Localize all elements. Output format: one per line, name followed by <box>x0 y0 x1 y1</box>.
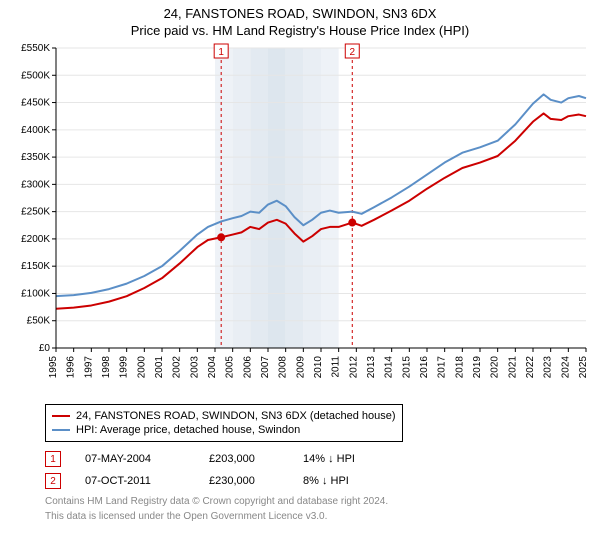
svg-text:2001: 2001 <box>154 356 165 379</box>
legend-label-property: 24, FANSTONES ROAD, SWINDON, SN3 6DX (de… <box>76 409 396 423</box>
svg-text:£100K: £100K <box>21 288 50 299</box>
legend: 24, FANSTONES ROAD, SWINDON, SN3 6DX (de… <box>45 404 403 442</box>
svg-text:£300K: £300K <box>21 179 50 190</box>
svg-text:2019: 2019 <box>472 356 483 379</box>
svg-text:1996: 1996 <box>66 356 77 379</box>
svg-text:2025: 2025 <box>578 356 589 379</box>
svg-text:2015: 2015 <box>401 356 412 379</box>
svg-text:2018: 2018 <box>454 356 465 379</box>
svg-text:2006: 2006 <box>242 356 253 379</box>
svg-text:2005: 2005 <box>225 356 236 379</box>
svg-text:2008: 2008 <box>278 356 289 379</box>
event-price-2: £230,000 <box>209 475 279 487</box>
svg-text:2024: 2024 <box>560 356 571 379</box>
legend-swatch-hpi <box>52 429 70 431</box>
chart-title-2: Price paid vs. HM Land Registry's House … <box>0 23 600 38</box>
svg-text:£550K: £550K <box>21 43 50 54</box>
svg-text:2: 2 <box>349 47 355 58</box>
event-diff-2: 8% ↓ HPI <box>303 475 383 487</box>
legend-item-property: 24, FANSTONES ROAD, SWINDON, SN3 6DX (de… <box>52 409 396 423</box>
svg-text:2004: 2004 <box>207 356 218 379</box>
svg-text:£250K: £250K <box>21 207 50 218</box>
svg-text:2016: 2016 <box>419 356 430 379</box>
svg-text:1: 1 <box>218 47 224 58</box>
svg-text:£400K: £400K <box>21 125 50 136</box>
event-date-2: 07-OCT-2011 <box>85 475 185 487</box>
svg-text:£50K: £50K <box>27 316 51 327</box>
svg-text:2007: 2007 <box>260 356 271 379</box>
svg-text:1998: 1998 <box>101 356 112 379</box>
svg-text:2020: 2020 <box>490 356 501 379</box>
svg-text:2010: 2010 <box>313 356 324 379</box>
svg-text:2002: 2002 <box>172 356 183 379</box>
svg-text:2023: 2023 <box>543 356 554 379</box>
event-row-1: 1 07-MAY-2004 £203,000 14% ↓ HPI <box>45 448 600 470</box>
svg-text:2021: 2021 <box>507 356 518 379</box>
svg-text:2017: 2017 <box>437 356 448 379</box>
legend-swatch-property <box>52 415 70 417</box>
event-date-1: 07-MAY-2004 <box>85 453 185 465</box>
svg-text:2014: 2014 <box>384 356 395 379</box>
event-marker-2-icon: 2 <box>45 473 61 489</box>
svg-text:1995: 1995 <box>48 356 59 379</box>
svg-text:2013: 2013 <box>366 356 377 379</box>
svg-text:£150K: £150K <box>21 261 50 272</box>
svg-text:£0: £0 <box>39 343 51 354</box>
svg-text:2012: 2012 <box>348 356 359 379</box>
legend-item-hpi: HPI: Average price, detached house, Swin… <box>52 423 396 437</box>
svg-text:£450K: £450K <box>21 98 50 109</box>
svg-text:2003: 2003 <box>189 356 200 379</box>
svg-text:£200K: £200K <box>21 234 50 245</box>
svg-text:1999: 1999 <box>119 356 130 379</box>
svg-text:2011: 2011 <box>331 356 342 378</box>
event-row-2: 2 07-OCT-2011 £230,000 8% ↓ HPI <box>45 470 600 492</box>
svg-text:£350K: £350K <box>21 152 50 163</box>
svg-text:£500K: £500K <box>21 70 50 81</box>
event-price-1: £203,000 <box>209 453 279 465</box>
footer-note-1: Contains HM Land Registry data © Crown c… <box>0 492 600 507</box>
events-table: 1 07-MAY-2004 £203,000 14% ↓ HPI 2 07-OC… <box>0 446 600 492</box>
legend-label-hpi: HPI: Average price, detached house, Swin… <box>76 423 300 437</box>
svg-text:2022: 2022 <box>525 356 536 379</box>
svg-text:2000: 2000 <box>136 356 147 379</box>
chart-title-1: 24, FANSTONES ROAD, SWINDON, SN3 6DX <box>0 6 600 21</box>
footer-note-2: This data is licensed under the Open Gov… <box>0 507 600 522</box>
svg-text:1997: 1997 <box>83 356 94 379</box>
event-marker-1-icon: 1 <box>45 451 61 467</box>
price-chart: £0 £50K £100K £150K £200K £250K £300K £350K £400… <box>0 38 600 398</box>
event-diff-1: 14% ↓ HPI <box>303 453 383 465</box>
svg-text:2009: 2009 <box>295 356 306 379</box>
